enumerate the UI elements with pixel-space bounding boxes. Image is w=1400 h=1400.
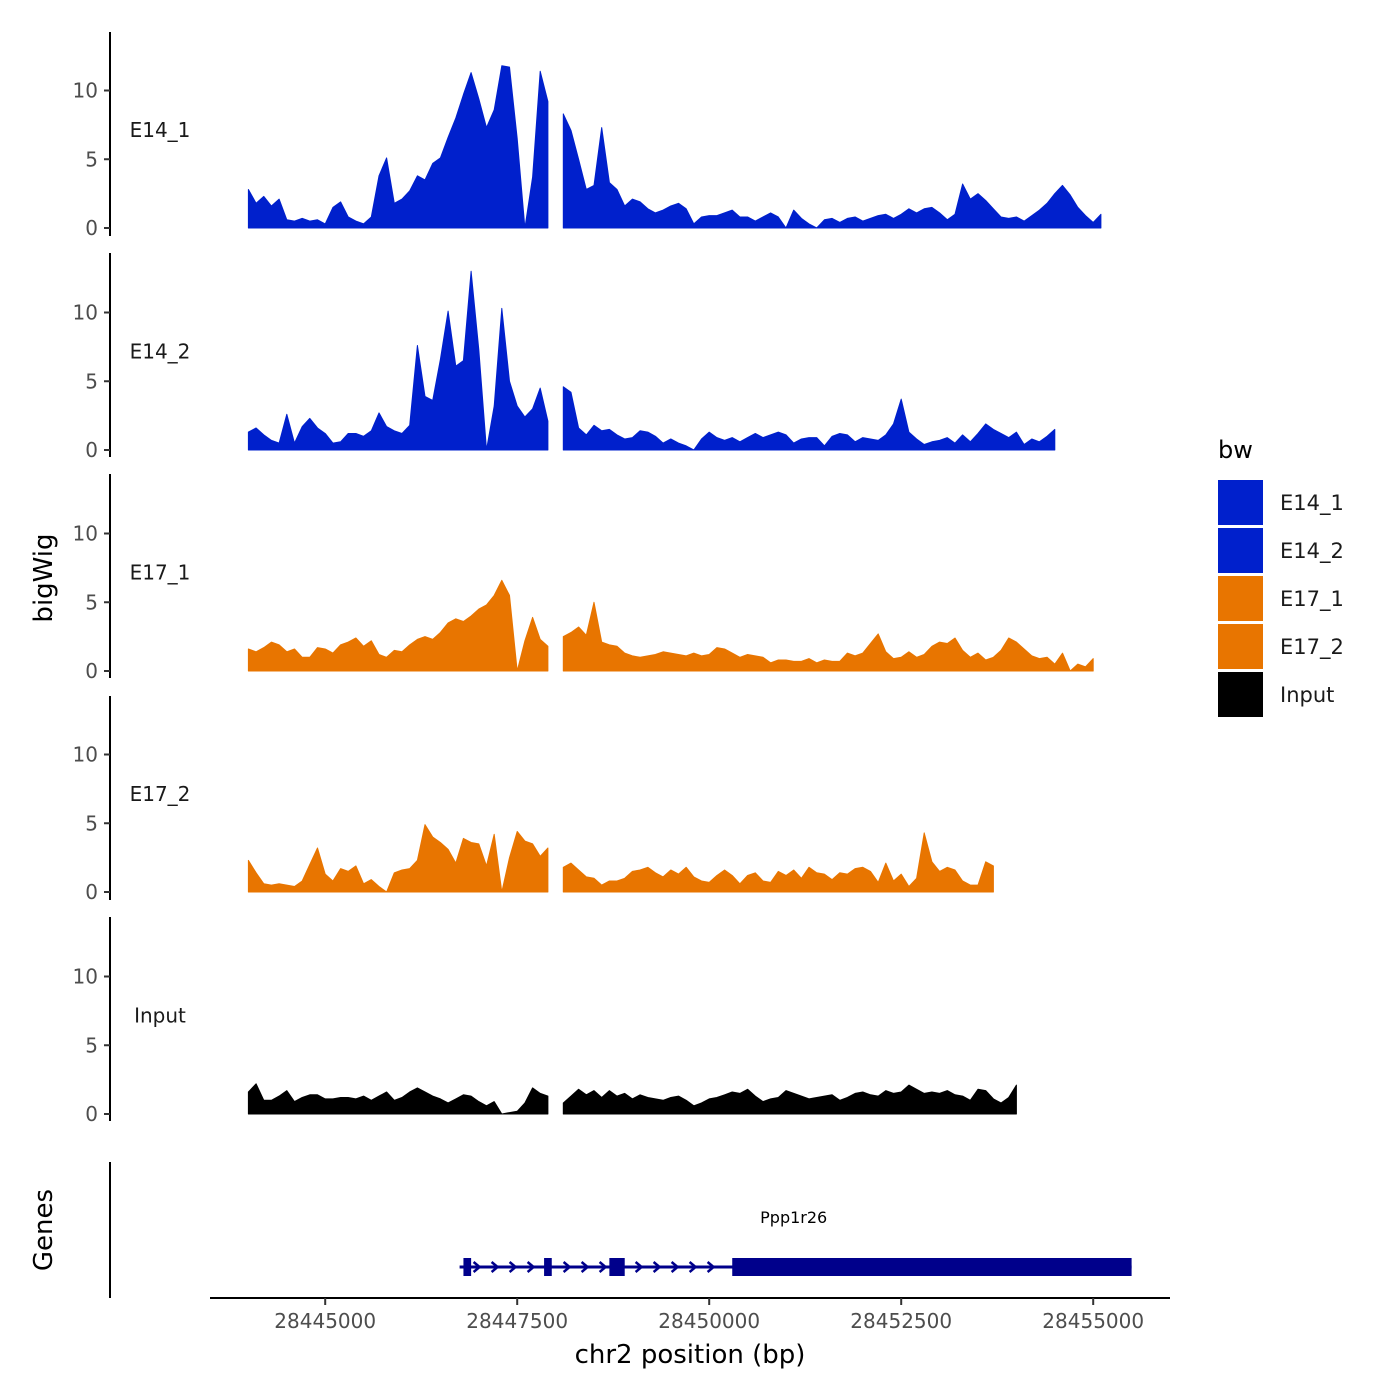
gene-model — [459, 1258, 1132, 1276]
legend-entry-label: Input — [1280, 683, 1334, 707]
legend-swatch — [1218, 480, 1263, 525]
strand-arrow-icon — [598, 1261, 608, 1273]
legend-entry-label: E14_1 — [1280, 491, 1344, 516]
gene-exon — [732, 1258, 1132, 1276]
gene-exon — [544, 1258, 552, 1276]
legend-items: E14_1 E14_2 E17_1 E17_2 Input — [1218, 480, 1344, 717]
y-tick-label: 10 — [73, 743, 98, 767]
y-tick-label: 5 — [85, 369, 98, 393]
genes-track-title: Genes — [29, 1189, 59, 1271]
y-tick-label: 0 — [85, 880, 98, 904]
bigwig-tracks: 0 5 10 E14_1 0 5 10 E14_2 0 5 10 E17_1 0 5 10 E17_2 0 5 10… — [73, 32, 1102, 1126]
coverage-area — [562, 113, 1102, 229]
y-tick-label: 0 — [85, 216, 98, 240]
legend-entry-label: E17_2 — [1280, 635, 1344, 660]
track-label: Input — [134, 1004, 186, 1028]
legend-entry-label: E17_1 — [1280, 587, 1344, 612]
coverage-area — [562, 386, 1056, 451]
y-axis-title: bigWig — [29, 533, 59, 622]
track-input: 0 5 10 Input — [73, 917, 1017, 1126]
strand-arrow-icon — [580, 1261, 590, 1273]
coverage-area — [247, 824, 549, 893]
x-tick-label: 28452500 — [850, 1309, 952, 1333]
y-tick-label: 0 — [85, 659, 98, 683]
legend-swatch — [1218, 624, 1263, 669]
y-tick-label: 0 — [85, 438, 98, 462]
y-tick-label: 10 — [73, 79, 98, 103]
coverage-area — [247, 579, 549, 672]
track-e17-1: 0 5 10 E17_1 — [73, 474, 1094, 683]
track-e17-2: 0 5 10 E17_2 — [73, 696, 994, 904]
y-tick-label: 5 — [85, 1033, 98, 1057]
strand-arrow-icon — [688, 1261, 698, 1273]
x-tick-label: 28445000 — [274, 1309, 376, 1333]
x-tick-label: 28447500 — [466, 1309, 568, 1333]
x-ticks: 28445000 28447500 28450000 28452500 28455000 — [274, 1298, 1144, 1333]
track-label: E17_2 — [130, 782, 191, 806]
legend-swatch — [1218, 672, 1263, 717]
y-tick-label: 5 — [85, 147, 98, 171]
legend-swatch — [1218, 528, 1263, 573]
strand-arrow-icon — [706, 1261, 716, 1273]
gene-name-label: Ppp1r26 — [760, 1208, 827, 1227]
coverage-area — [247, 270, 549, 451]
track-e14-1: 0 5 10 E14_1 — [73, 32, 1102, 240]
strand-arrow-icon — [508, 1261, 518, 1273]
strand-arrow-icon — [634, 1261, 644, 1273]
legend: bw E14_1 E14_2 E17_1 E17_2 Input — [1218, 436, 1344, 717]
legend-title: bw — [1218, 436, 1253, 464]
coverage-area — [562, 601, 1094, 672]
y-tick-label: 5 — [85, 811, 98, 835]
track-label: E17_1 — [130, 561, 191, 585]
strand-arrow-icon — [670, 1261, 680, 1273]
y-tick-label: 10 — [73, 965, 98, 989]
strand-arrow-icon — [472, 1261, 482, 1273]
gene-exon — [463, 1258, 472, 1276]
legend-swatch — [1218, 576, 1263, 621]
x-axis-title: chr2 position (bp) — [575, 1340, 806, 1370]
track-label: E14_1 — [130, 118, 191, 142]
x-tick-label: 28450000 — [658, 1309, 760, 1333]
legend-entry-label: E14_2 — [1280, 539, 1344, 564]
coverage-area — [247, 65, 549, 229]
y-tick-label: 10 — [73, 301, 98, 325]
strand-arrow-icon — [652, 1261, 662, 1273]
track-label: E14_2 — [130, 340, 191, 364]
coverage-area — [562, 832, 994, 893]
x-axis: 28445000 28447500 28450000 28452500 28455000… — [210, 1297, 1170, 1370]
y-tick-label: 5 — [85, 590, 98, 614]
strand-arrow-icon — [526, 1261, 536, 1273]
coverage-area — [247, 1083, 549, 1115]
y-tick-label: 10 — [73, 522, 98, 546]
gene-exon — [609, 1258, 625, 1276]
x-tick-label: 28455000 — [1042, 1309, 1144, 1333]
y-tick-label: 0 — [85, 1102, 98, 1126]
gene-track: Ppp1r26 — [109, 1162, 1132, 1298]
track-e14-2: 0 5 10 E14_2 — [73, 253, 1056, 462]
strand-arrow-icon — [490, 1261, 500, 1273]
strand-arrow-icon — [562, 1261, 572, 1273]
coverage-area — [562, 1084, 1017, 1115]
